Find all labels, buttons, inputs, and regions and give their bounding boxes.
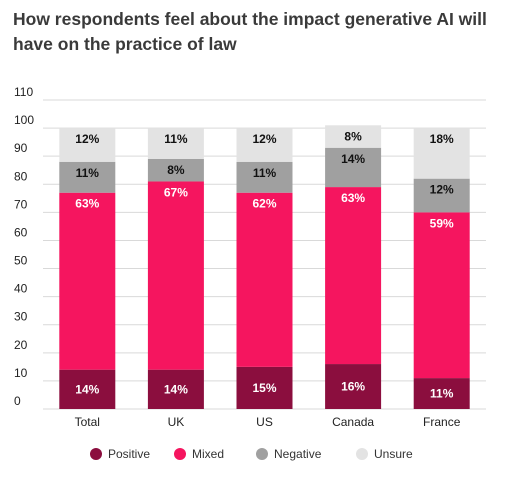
legend-swatch-unsure	[356, 448, 368, 460]
chart-title: How respondents feel about the impact ge…	[13, 9, 487, 54]
data-label: 11%	[253, 166, 277, 180]
data-label: 63%	[341, 191, 365, 205]
bars: 14% 63% 11% 12% 14% 67% 8% 11% 15% 62% 11% 12% 16% 63…	[59, 125, 470, 409]
data-label: 8%	[167, 163, 185, 177]
legend-label-unsure: Unsure	[374, 447, 413, 461]
bar-segment-positive-uk	[147, 369, 204, 409]
x-axis-categories: Total UK US Canada France	[75, 415, 461, 429]
bar-segment-negative-canada	[325, 147, 382, 188]
data-label: 14%	[75, 382, 99, 396]
legend-swatch-positive	[90, 448, 102, 460]
y-tick-label: 50	[14, 254, 28, 268]
data-label: 11%	[430, 387, 454, 401]
bar-segment-unsure-uk	[147, 128, 204, 159]
y-tick-label: 0	[14, 394, 21, 408]
legend-label-positive: Positive	[108, 447, 150, 461]
data-label: 18%	[430, 132, 454, 146]
x-category-label: France	[423, 415, 461, 429]
bar-segment-negative-total	[59, 161, 116, 193]
bar-segment-mixed-france	[413, 212, 470, 379]
x-category-label: Total	[75, 415, 100, 429]
data-label: 62%	[252, 197, 276, 211]
legend-swatch-mixed	[174, 448, 186, 460]
bar-segment-negative-us	[236, 161, 293, 193]
y-tick-label: 60	[14, 225, 28, 239]
bar-segment-mixed-canada	[325, 187, 382, 365]
x-category-label: UK	[168, 415, 185, 429]
legend: Positive Mixed Negative Unsure	[90, 447, 413, 461]
data-label: 15%	[252, 381, 276, 395]
y-tick-label: 70	[14, 197, 28, 211]
y-tick-label: 80	[14, 169, 28, 183]
bar-segment-positive-us	[236, 366, 293, 409]
data-label: 8%	[344, 129, 362, 143]
bar-segment-positive-canada	[325, 364, 382, 409]
data-label: 12%	[252, 132, 276, 146]
y-tick-label: 100	[14, 113, 34, 127]
bar-segment-negative-uk	[147, 158, 204, 182]
y-tick-label: 20	[14, 338, 28, 352]
bar-segment-unsure-france	[413, 128, 470, 179]
bar-segment-mixed-uk	[147, 181, 204, 370]
y-tick-label: 40	[14, 282, 28, 296]
bar-segment-positive-total	[59, 369, 116, 409]
data-label: 12%	[75, 132, 99, 146]
data-label: 63%	[75, 197, 99, 211]
data-label: 16%	[341, 380, 365, 394]
bar-segment-unsure-total	[59, 128, 116, 162]
bar-segment-mixed-total	[59, 192, 116, 370]
bar-segment-unsure-canada	[325, 125, 382, 148]
bar-segment-positive-france	[413, 378, 470, 409]
data-label: 14%	[164, 382, 188, 396]
y-tick-label: 90	[14, 141, 28, 155]
data-label: 11%	[76, 166, 100, 180]
y-axis-ticks: 0 10 20 30 40 50 60 70 80 90 100 110	[14, 85, 34, 408]
data-label: 11%	[164, 132, 188, 146]
bar-segment-mixed-us	[236, 192, 293, 367]
legend-label-mixed: Mixed	[192, 447, 224, 461]
y-tick-label: 30	[14, 310, 28, 324]
data-label: 67%	[164, 185, 188, 199]
y-tick-label: 110	[14, 85, 33, 99]
x-category-label: US	[256, 415, 273, 429]
y-tick-label: 10	[14, 366, 28, 380]
bar-segment-unsure-us	[236, 128, 293, 162]
bar-segment-negative-france	[413, 178, 470, 213]
legend-label-negative: Negative	[274, 447, 322, 461]
data-label: 12%	[430, 183, 454, 197]
data-label: 14%	[341, 152, 365, 166]
data-label: 59%	[430, 216, 454, 230]
x-category-label: Canada	[332, 415, 374, 429]
legend-swatch-negative	[256, 448, 268, 460]
